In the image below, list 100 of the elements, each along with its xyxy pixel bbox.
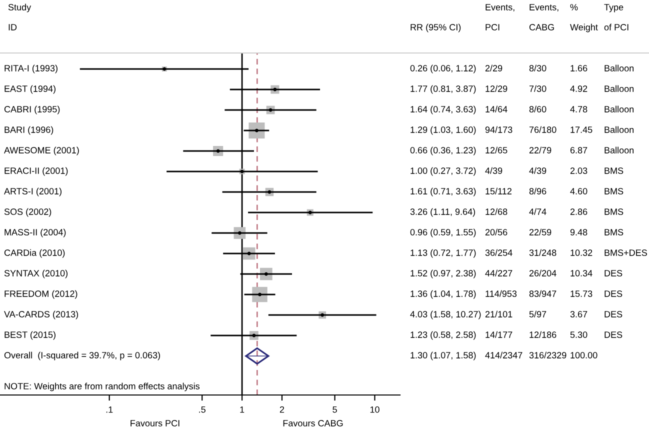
text: 8/96 — [529, 188, 546, 194]
text: 44/227 — [485, 270, 512, 276]
text: 3.67 — [570, 311, 588, 318]
text: 9.48 — [570, 229, 588, 236]
text: 4.60 — [570, 188, 588, 194]
text: Balloon — [604, 106, 634, 112]
y-tick-label: CARDia (2010) — [4, 249, 65, 258]
text: 4/74 — [529, 208, 546, 215]
x-tick-label: .1 — [106, 406, 113, 413]
y-tick-label: Overall (I-squared = 39.7%, p = 0.063) — [4, 352, 160, 360]
text: 26/204 — [529, 270, 556, 276]
text: 7/30 — [529, 85, 546, 92]
text: 4/39 — [485, 167, 502, 174]
text: Balloon — [604, 85, 634, 92]
text: PCI — [486, 24, 500, 30]
text: 0.96 (0.59, 1.55) — [410, 228, 476, 238]
text: BMS — [604, 188, 624, 194]
x-tick-label: .5 — [199, 406, 206, 413]
text: DES — [604, 290, 622, 297]
text: 3.26 (1.11, 9.64) — [410, 208, 476, 217]
x-tick-label: 10 — [370, 406, 380, 413]
text: 2.03 — [570, 168, 588, 174]
x-tick-label: 5 — [332, 406, 337, 413]
text: 1.36 (1.04, 1.78) — [410, 290, 476, 299]
y-tick-label: FREEDOM (2012) — [4, 290, 78, 299]
text: 1.23 (0.58, 2.58) — [410, 331, 476, 340]
text: 1.66 — [570, 65, 588, 72]
text: 10.32 — [570, 250, 592, 256]
text: 83/947 — [529, 290, 556, 297]
text: 4.92 — [570, 86, 588, 92]
text: 22/59 — [529, 228, 552, 236]
text: 94/173 — [485, 126, 512, 133]
text: 12/29 — [486, 85, 508, 92]
text: 4.78 — [570, 106, 588, 112]
y-tick-label: SOS (2002) — [4, 208, 52, 217]
text: 12/65 — [486, 146, 508, 154]
text: 12/186 — [530, 331, 556, 338]
text: 0.26 (0.06, 1.12) — [410, 64, 476, 74]
text: BMS+DES — [604, 250, 647, 256]
x-tick-label: 2 — [280, 406, 284, 413]
text: 5.30 — [570, 332, 588, 338]
text: Favours PCI — [130, 420, 180, 426]
text: 76/180 — [529, 126, 556, 133]
y-tick-label: MASS-II (2004) — [4, 228, 66, 238]
text: RR (95% CI) — [410, 24, 461, 32]
text: 1.77 (0.81, 3.87) — [410, 85, 476, 94]
text: 5/97 — [529, 310, 546, 318]
text: 414/2347 — [485, 352, 522, 358]
y-tick-label: EAST (1994) — [4, 85, 56, 94]
text: ID — [8, 24, 17, 30]
text: 10.34 — [570, 270, 592, 276]
text: 2.86 — [570, 208, 588, 215]
text: CABG — [529, 24, 554, 30]
y-tick-label: SYNTAX (2010) — [4, 270, 68, 278]
text: 1.13 (0.72, 1.77) — [410, 249, 476, 258]
text: 2/29 — [485, 64, 502, 72]
y-tick-label: AWESOME (2001) — [4, 146, 79, 156]
text: 15.73 — [570, 290, 592, 297]
text: Events, — [486, 4, 514, 12]
text: 4/39 — [529, 167, 546, 174]
text: 21/101 — [485, 310, 512, 318]
text: 316/2329 — [529, 352, 566, 358]
y-tick-label: ERACI-II (2001) — [4, 167, 68, 176]
text: Events, — [530, 4, 558, 12]
annotation: NOTE: Weights are from random effects analysis — [4, 382, 200, 392]
y-tick-label: VA-CARDS (2013) — [4, 310, 78, 320]
text: 12/68 — [486, 208, 508, 215]
text: DES — [604, 270, 622, 276]
text: 31/248 — [529, 249, 556, 256]
text: DES — [604, 332, 622, 338]
text: Weight — [570, 24, 598, 32]
text: 15/112 — [486, 188, 512, 194]
x-tick-label: 1 — [240, 406, 244, 413]
text: 1.29 (1.03, 1.60) — [410, 126, 476, 135]
text: 1.52 (0.97, 2.38) — [410, 270, 476, 278]
text: 1.30 (1.07, 1.58) — [410, 352, 476, 360]
text: 0.66 (0.36, 1.23) — [410, 146, 476, 156]
text: BMS — [604, 229, 624, 236]
text: 100.00 — [570, 352, 598, 358]
text: 14/64 — [486, 106, 508, 112]
text: 8/60 — [529, 106, 546, 112]
text: Study — [8, 4, 32, 12]
text: Balloon — [604, 64, 634, 72]
text: 17.45 — [570, 126, 592, 133]
text: 1.61 (0.71, 3.63) — [410, 188, 476, 196]
text: 20/56 — [485, 228, 508, 236]
text: 6.87 — [570, 147, 588, 154]
text: 36/254 — [485, 249, 512, 256]
text: Balloon — [604, 146, 634, 154]
y-tick-label: RITA-I (1993) — [4, 64, 58, 74]
text: 8/30 — [529, 64, 546, 72]
text: DES — [604, 311, 622, 318]
text: Type — [604, 4, 624, 12]
y-tick-label: BARI (1996) — [4, 126, 54, 135]
text: 14/177 — [486, 331, 512, 338]
text: 22/79 — [529, 146, 552, 154]
text: Favours CABG — [283, 420, 343, 426]
text: of PCI — [604, 24, 628, 30]
y-tick-label: BEST (2015) — [4, 331, 56, 340]
text: 4.03 (1.58, 10.27) — [410, 310, 481, 320]
